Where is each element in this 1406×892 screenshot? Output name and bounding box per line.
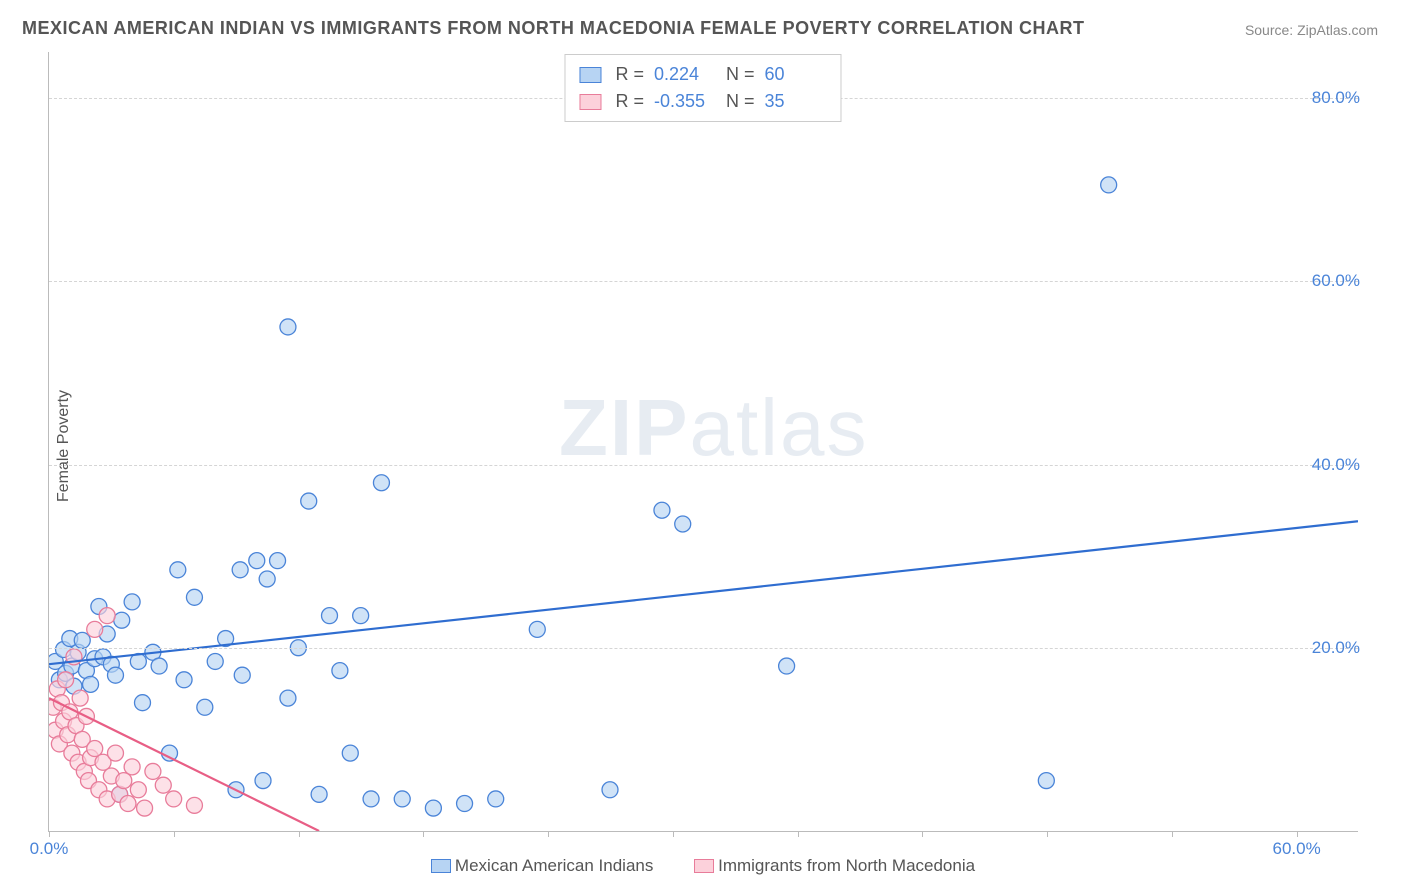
x-tick: [798, 831, 799, 837]
y-tick-label: 80.0%: [1312, 88, 1360, 108]
data-point: [197, 699, 213, 715]
data-point: [332, 663, 348, 679]
data-point: [675, 516, 691, 532]
data-point: [155, 777, 171, 793]
x-tick: [1297, 831, 1298, 837]
data-point: [488, 791, 504, 807]
data-point: [74, 632, 90, 648]
x-tick: [922, 831, 923, 837]
gridline: [49, 648, 1358, 649]
x-tick: [299, 831, 300, 837]
x-tick: [174, 831, 175, 837]
data-point: [114, 612, 130, 628]
data-point: [124, 759, 140, 775]
gridline: [49, 465, 1358, 466]
swatch-pink-icon: [579, 94, 601, 110]
data-point: [529, 621, 545, 637]
data-point: [207, 653, 223, 669]
data-point: [232, 562, 248, 578]
data-point: [1101, 177, 1117, 193]
data-point: [342, 745, 358, 761]
r-label-1: R =: [615, 61, 644, 88]
legend-item-2: Immigrants from North Macedonia: [694, 856, 975, 876]
data-point: [58, 672, 74, 688]
n-value-2: 35: [765, 88, 827, 115]
data-point: [151, 658, 167, 674]
stats-row-2: R = -0.355 N = 35: [579, 88, 826, 115]
legend-swatch-pink-icon: [694, 859, 714, 873]
data-point: [311, 786, 327, 802]
data-point: [255, 773, 271, 789]
swatch-blue-icon: [579, 67, 601, 83]
r-value-1: 0.224: [654, 61, 716, 88]
source-link[interactable]: ZipAtlas.com: [1297, 22, 1378, 38]
data-point: [124, 594, 140, 610]
trendline: [49, 521, 1358, 664]
data-point: [259, 571, 275, 587]
data-point: [186, 797, 202, 813]
data-point: [394, 791, 410, 807]
data-point: [107, 667, 123, 683]
source-credit: Source: ZipAtlas.com: [1245, 22, 1378, 38]
y-tick-label: 40.0%: [1312, 455, 1360, 475]
data-point: [176, 672, 192, 688]
data-point: [83, 676, 99, 692]
data-point: [270, 553, 286, 569]
r-label-2: R =: [615, 88, 644, 115]
stats-row-1: R = 0.224 N = 60: [579, 61, 826, 88]
legend-item-1: Mexican American Indians: [431, 856, 653, 876]
x-tick: [673, 831, 674, 837]
data-point: [130, 782, 146, 798]
data-point: [280, 319, 296, 335]
data-point: [99, 608, 115, 624]
data-point: [425, 800, 441, 816]
data-point: [654, 502, 670, 518]
x-tick: [423, 831, 424, 837]
source-prefix: Source:: [1245, 22, 1297, 38]
data-point: [87, 621, 103, 637]
data-point: [162, 745, 178, 761]
data-point: [166, 791, 182, 807]
data-point: [353, 608, 369, 624]
data-point: [145, 763, 161, 779]
data-point: [280, 690, 296, 706]
n-label-1: N =: [726, 61, 755, 88]
data-point: [779, 658, 795, 674]
y-tick-label: 60.0%: [1312, 271, 1360, 291]
legend-label-1: Mexican American Indians: [455, 856, 653, 876]
data-point: [135, 695, 151, 711]
data-point: [373, 475, 389, 491]
data-point: [249, 553, 265, 569]
data-point: [301, 493, 317, 509]
data-point: [137, 800, 153, 816]
data-point: [602, 782, 618, 798]
data-point: [120, 796, 136, 812]
data-point: [1038, 773, 1054, 789]
plot-area: ZIPatlas 20.0%40.0%60.0%80.0%0.0%60.0%: [48, 52, 1358, 832]
scatter-svg: [49, 52, 1358, 831]
n-label-2: N =: [726, 88, 755, 115]
data-point: [322, 608, 338, 624]
data-point: [72, 690, 88, 706]
x-tick: [1047, 831, 1048, 837]
n-value-1: 60: [765, 61, 827, 88]
y-tick-label: 20.0%: [1312, 638, 1360, 658]
chart-title: MEXICAN AMERICAN INDIAN VS IMMIGRANTS FR…: [22, 18, 1085, 39]
data-point: [457, 796, 473, 812]
stats-legend: R = 0.224 N = 60 R = -0.355 N = 35: [564, 54, 841, 122]
x-tick: [1172, 831, 1173, 837]
x-tick: [49, 831, 50, 837]
data-point: [170, 562, 186, 578]
data-point: [107, 745, 123, 761]
bottom-legend: Mexican American Indians Immigrants from…: [48, 856, 1358, 878]
data-point: [186, 589, 202, 605]
data-point: [363, 791, 379, 807]
legend-swatch-blue-icon: [431, 859, 451, 873]
data-point: [234, 667, 250, 683]
x-tick: [548, 831, 549, 837]
legend-label-2: Immigrants from North Macedonia: [718, 856, 975, 876]
gridline: [49, 281, 1358, 282]
r-value-2: -0.355: [654, 88, 716, 115]
